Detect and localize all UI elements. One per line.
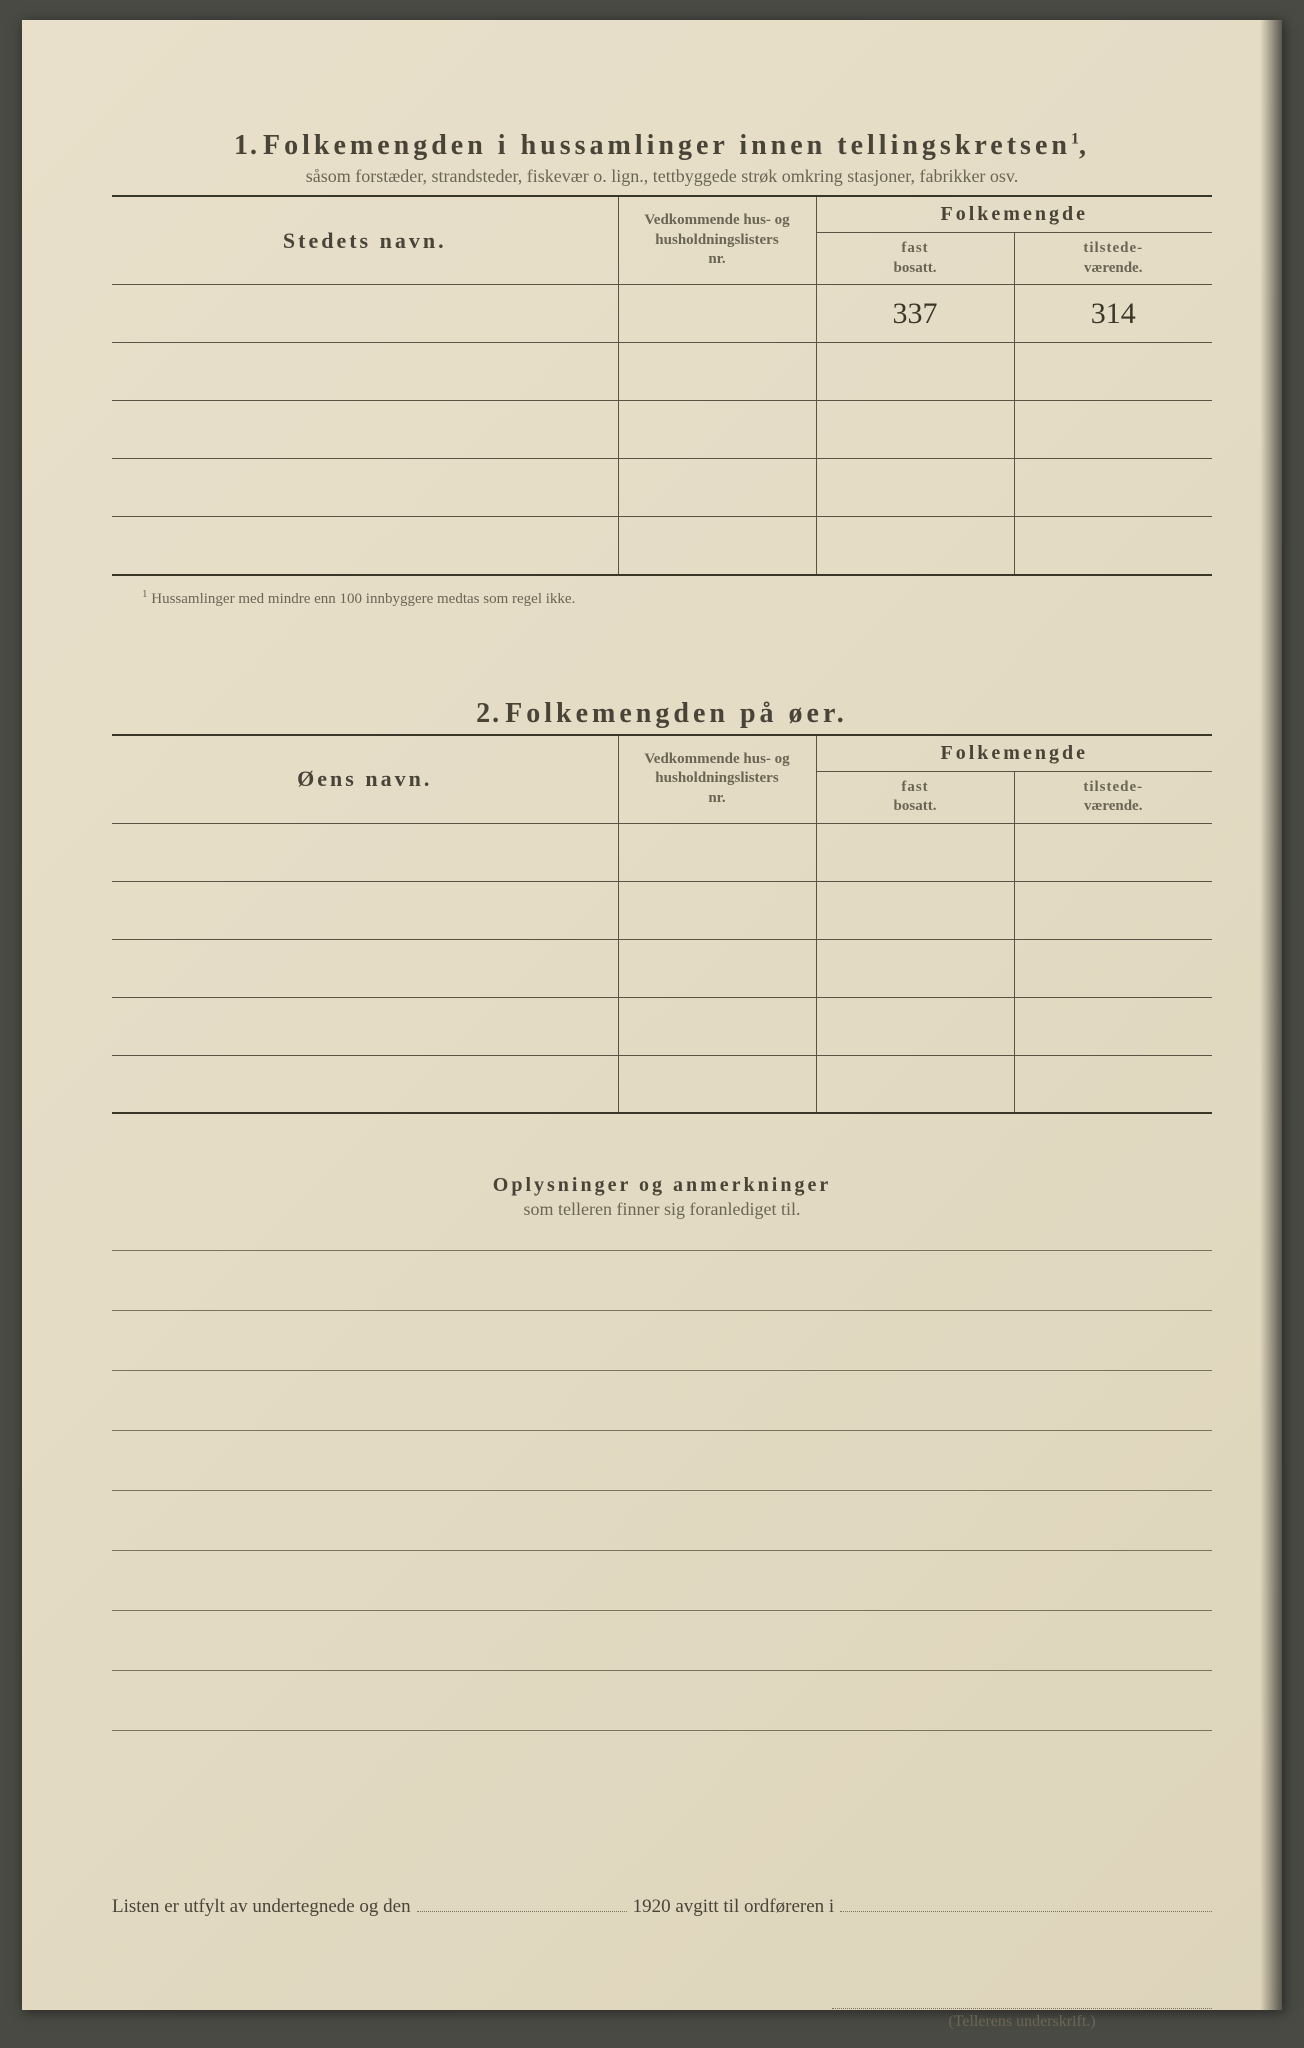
- footer-text-2: 1920 avgitt til ordføreren i: [633, 1896, 835, 1918]
- s1-header-lists: Vedkommende hus- og husholdningslisters …: [618, 196, 816, 285]
- s1-header-fast: fast bosatt.: [816, 233, 1014, 285]
- s1-header-tilstede: tilstede- værende.: [1014, 233, 1212, 285]
- s1-r0-tilstede: 314: [1014, 285, 1212, 343]
- blank-line: [112, 1251, 1212, 1311]
- blank-line: [112, 1491, 1212, 1551]
- s2-header-fast: fast bosatt.: [816, 771, 1014, 823]
- footer-blank-date: [417, 1891, 627, 1912]
- table-row: [112, 939, 1212, 997]
- table-row: [112, 343, 1212, 401]
- blank-line: [112, 1311, 1212, 1371]
- section1-table: Stedets navn. Vedkommende hus- og hushol…: [112, 195, 1212, 576]
- section2-table: Øens navn. Vedkommende hus- og husholdni…: [112, 734, 1212, 1115]
- section2-title: 2. Folkemengden på øer.: [112, 698, 1212, 730]
- table-row: [112, 459, 1212, 517]
- section1-number: 1.: [234, 130, 259, 161]
- footer-blank-place: [840, 1891, 1212, 1912]
- section2: 2. Folkemengden på øer. Øens navn. Vedko…: [112, 698, 1212, 1115]
- signature-label: (Tellerens underskrift.): [832, 2008, 1212, 2031]
- blank-line: [112, 1431, 1212, 1491]
- remarks-title: Oplysninger og anmerkninger: [112, 1174, 1212, 1197]
- remarks-subtitle: som telleren finner sig foranlediget til…: [112, 1199, 1212, 1220]
- section2-number: 2.: [476, 698, 501, 729]
- table-row: [112, 1055, 1212, 1113]
- section1-footnote: 1 Hussamlinger med mindre enn 100 innbyg…: [142, 588, 1212, 608]
- s1-header-name: Stedets navn.: [112, 196, 618, 285]
- section1-subtitle: såsom forstæder, strandsteder, fiskevær …: [112, 166, 1212, 187]
- remarks-lines: [112, 1250, 1212, 1731]
- table-row: [112, 517, 1212, 575]
- blank-line: [112, 1551, 1212, 1611]
- blank-line: [112, 1671, 1212, 1731]
- blank-line: [112, 1611, 1212, 1671]
- table-row: [112, 881, 1212, 939]
- s1-header-group: Folkemengde: [816, 196, 1212, 233]
- blank-line: [112, 1371, 1212, 1431]
- table-row: [112, 401, 1212, 459]
- table-row: [112, 823, 1212, 881]
- s1-r0-fast: 337: [816, 285, 1014, 343]
- table-row: 337 314: [112, 285, 1212, 343]
- section2-heading: Folkemengden på øer.: [505, 698, 848, 729]
- s2-header-lists: Vedkommende hus- og husholdningslisters …: [618, 735, 816, 824]
- table-row: [112, 997, 1212, 1055]
- census-form-page: 1. Folkemengden i hussamlinger innen tel…: [22, 20, 1282, 2010]
- section1-title: 1. Folkemengden i hussamlinger innen tel…: [112, 130, 1212, 162]
- s2-header-group: Folkemengde: [816, 735, 1212, 772]
- signature-block: (Tellerens underskrift.): [112, 2008, 1212, 2031]
- s2-header-tilstede: tilstede- værende.: [1014, 771, 1212, 823]
- footer-line: Listen er utfylt av undertegnede og den …: [112, 1891, 1212, 1918]
- s2-header-name: Øens navn.: [112, 735, 618, 824]
- footer-text-1: Listen er utfylt av undertegnede og den: [112, 1896, 411, 1918]
- section1-heading: Folkemengden i hussamlinger innen tellin…: [263, 130, 1090, 161]
